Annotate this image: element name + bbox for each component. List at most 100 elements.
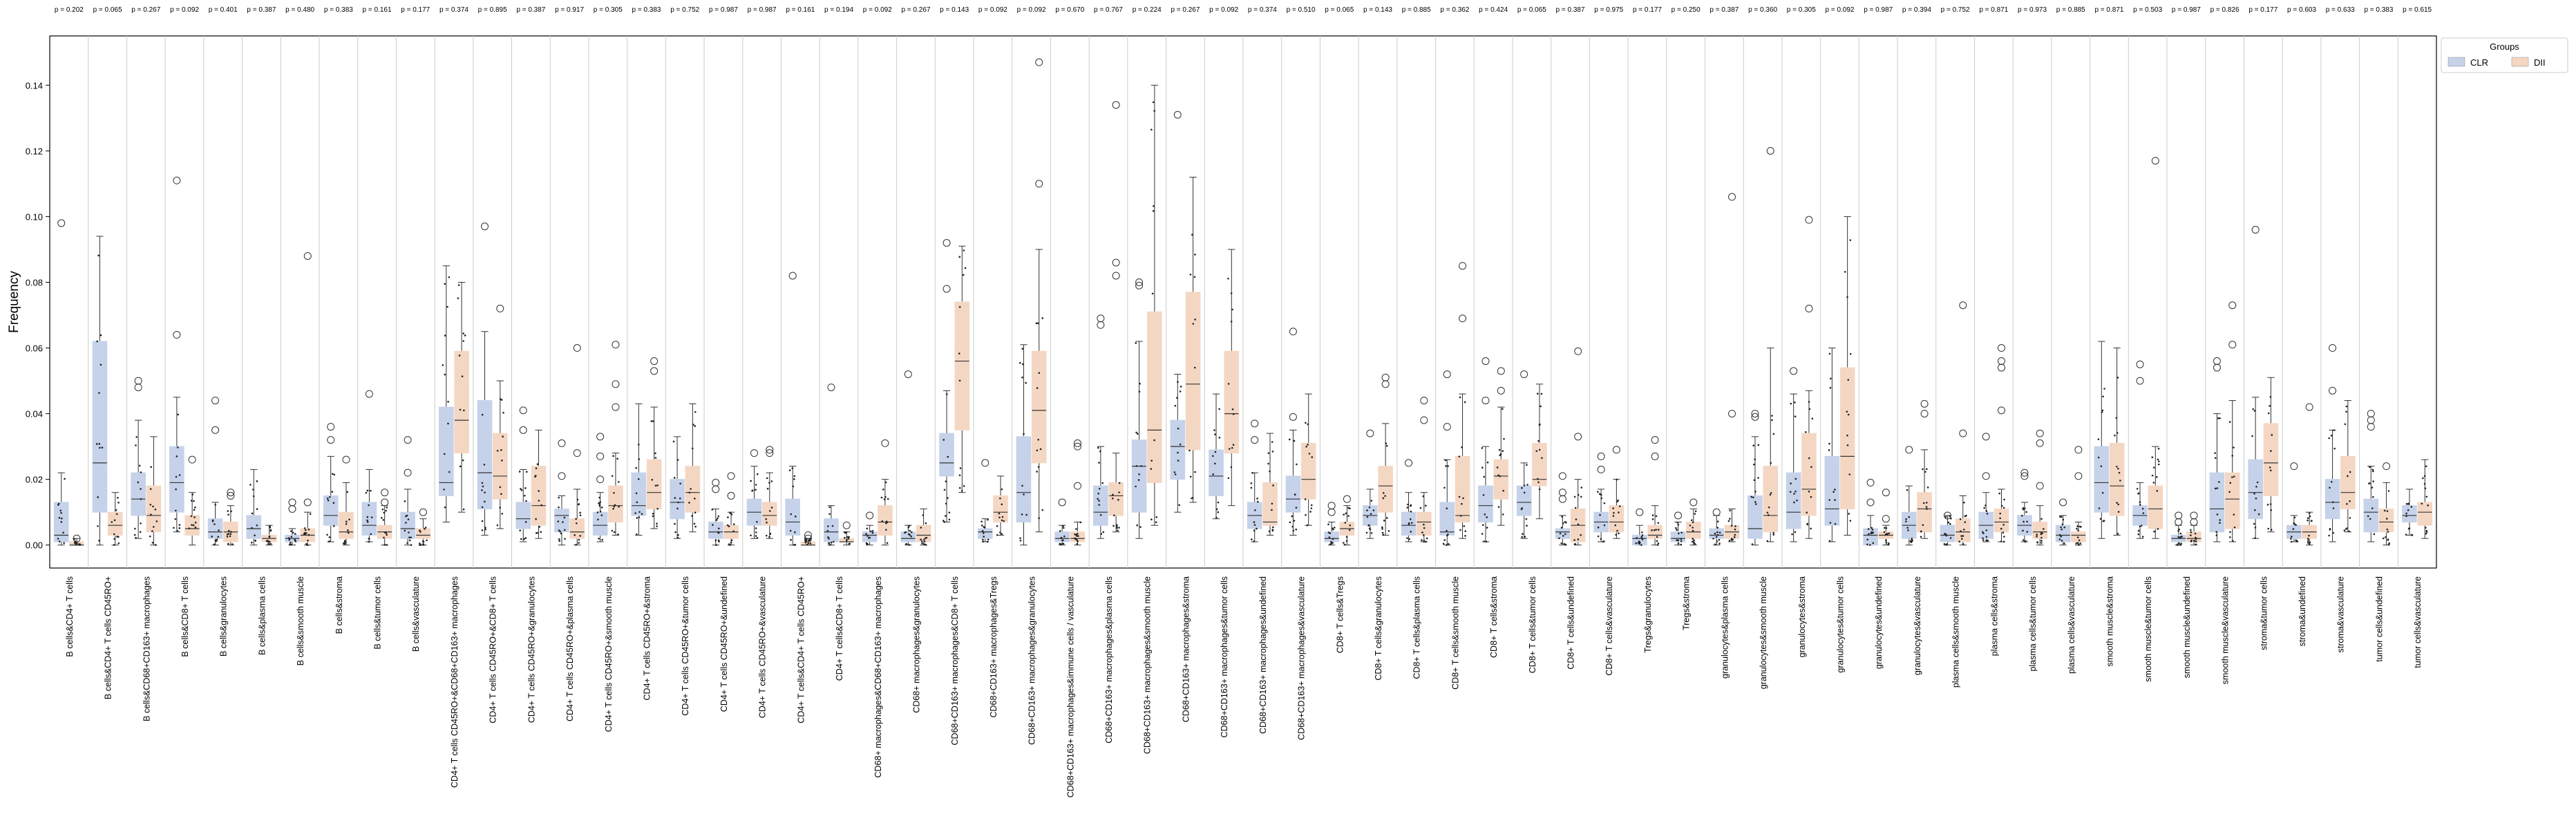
sample-point xyxy=(1038,517,1040,520)
outlier-point xyxy=(188,455,196,464)
outlier-point xyxy=(2251,225,2260,234)
sample-point xyxy=(1366,516,1369,518)
sample-point xyxy=(1036,449,1039,452)
outlier-point xyxy=(2136,360,2144,368)
sample-point xyxy=(1486,527,1488,529)
p-value-label: p = 0.092 xyxy=(1017,6,1046,14)
sample-point xyxy=(1136,524,1138,527)
sample-point xyxy=(1251,472,1254,474)
sample-point xyxy=(756,537,759,539)
sample-point xyxy=(1001,516,1004,518)
sample-point xyxy=(1536,393,1539,395)
x-tick-label: granulocytes&vasculature xyxy=(1913,576,1922,675)
sample-point xyxy=(1023,493,1025,495)
sample-point xyxy=(1329,532,1332,534)
sample-point xyxy=(269,529,272,531)
sample-point xyxy=(2229,482,2232,484)
sample-point xyxy=(1694,510,1697,513)
sample-point xyxy=(1600,497,1603,500)
sample-point xyxy=(1716,533,1719,536)
sample-point xyxy=(2118,471,2121,474)
sample-point xyxy=(1116,527,1118,529)
sample-point xyxy=(828,506,831,509)
outlier-point xyxy=(381,498,389,507)
outlier-point xyxy=(2305,403,2313,411)
sample-point xyxy=(1423,527,1426,529)
outlier-point xyxy=(1866,498,1875,507)
sample-point xyxy=(1139,382,1141,385)
sample-point xyxy=(1369,528,1372,531)
sample-point xyxy=(750,534,752,537)
sample-point xyxy=(1423,534,1425,536)
sample-point xyxy=(447,422,449,425)
sample-point xyxy=(1062,524,1064,527)
outlier-point xyxy=(596,475,605,484)
sample-point xyxy=(1502,408,1504,410)
sample-point xyxy=(178,474,181,476)
sample-point xyxy=(637,478,640,480)
sample-point xyxy=(345,520,348,523)
sample-point xyxy=(175,509,177,512)
sample-point xyxy=(1908,516,1911,518)
sample-point xyxy=(635,492,638,495)
sample-point xyxy=(1960,530,1962,533)
sample-point xyxy=(1755,503,1757,505)
sample-point xyxy=(958,352,960,354)
sample-point xyxy=(1463,525,1466,527)
x-tick-label: granulocytes&smooth muscle xyxy=(1759,576,1768,689)
outlier-point xyxy=(866,511,874,520)
outlier-point xyxy=(981,459,989,467)
sample-point xyxy=(175,475,178,478)
sample-point xyxy=(2195,538,2197,540)
sample-point xyxy=(1677,539,1679,542)
x-tick-label: plasma cells&smooth muscle xyxy=(1951,576,1961,688)
sample-point xyxy=(717,531,720,534)
sample-point xyxy=(1618,532,1620,535)
sample-point xyxy=(1944,516,1947,518)
sample-point xyxy=(1344,522,1347,524)
outlier-point xyxy=(1790,367,1798,375)
sample-point xyxy=(1771,415,1773,417)
sample-point xyxy=(2119,480,2121,482)
outlier-point xyxy=(612,341,620,349)
box-dii xyxy=(1262,482,1278,526)
sample-point xyxy=(867,537,870,539)
sample-point xyxy=(1985,536,1988,538)
box-clr xyxy=(1131,439,1147,513)
sample-point xyxy=(1253,529,1256,532)
sample-point xyxy=(2372,495,2374,498)
sample-point xyxy=(306,544,309,547)
outlier-point xyxy=(1636,508,1644,516)
outlier-point xyxy=(2329,344,2337,352)
sample-point xyxy=(730,511,732,514)
p-value-label: p = 0.633 xyxy=(2326,6,2355,14)
sample-point xyxy=(987,538,989,541)
outlier-point xyxy=(1135,278,1144,286)
outlier-point xyxy=(1497,386,1505,395)
sample-point xyxy=(332,502,335,504)
outlier-point xyxy=(1443,370,1451,379)
sample-point xyxy=(1099,450,1101,453)
x-tick-label: CD68+CD163+ macrophages&smooth muscle xyxy=(1143,576,1153,754)
sample-point xyxy=(1963,528,1965,531)
sample-point xyxy=(58,540,61,542)
sample-point xyxy=(2233,526,2236,529)
sample-point xyxy=(945,502,947,505)
p-value-label: p = 0.383 xyxy=(632,6,661,14)
sample-point xyxy=(1983,507,1985,509)
sample-point xyxy=(1925,468,1928,471)
sample-point xyxy=(2178,528,2180,531)
sample-point xyxy=(139,531,142,533)
outlier-point xyxy=(519,406,527,415)
x-tick-label: CD68+CD163+ macrophages&undefined xyxy=(1258,576,1268,734)
sample-point xyxy=(2157,460,2160,462)
sample-point xyxy=(1846,410,1848,413)
sample-point xyxy=(481,506,484,509)
sample-point xyxy=(2269,405,2271,407)
sample-point xyxy=(1023,433,1025,435)
box-dii xyxy=(646,459,662,509)
sample-point xyxy=(1573,495,1576,498)
p-value-label: p = 0.305 xyxy=(1787,6,1816,14)
sample-point xyxy=(2022,507,2025,509)
sample-point xyxy=(996,533,998,536)
